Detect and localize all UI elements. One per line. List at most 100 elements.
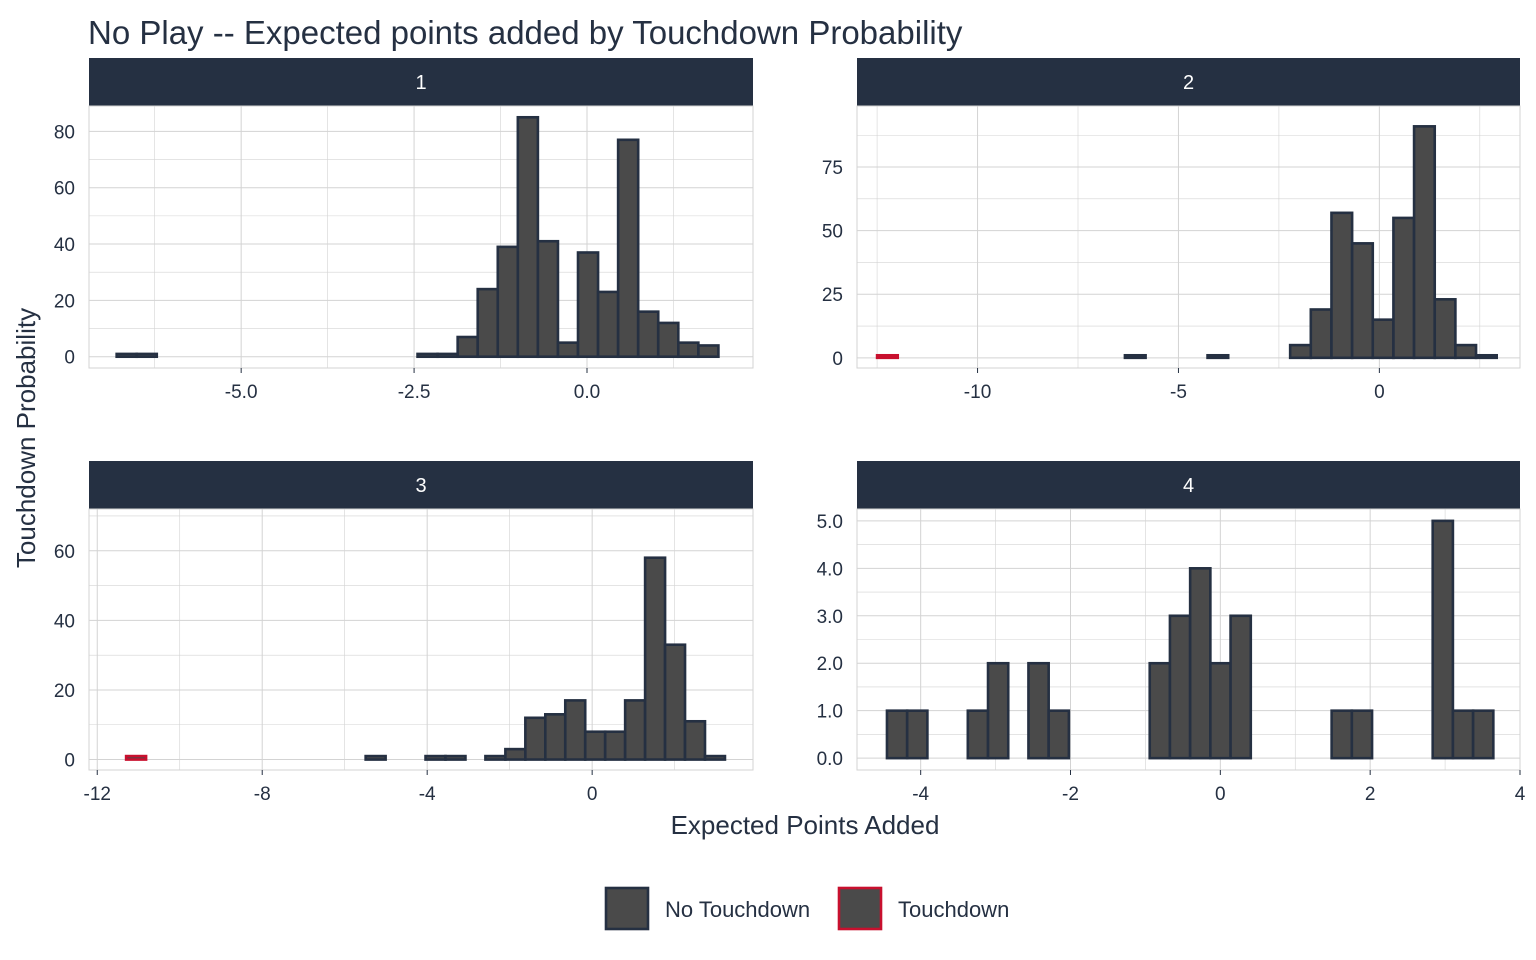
panel-border xyxy=(88,508,754,771)
panel-border xyxy=(88,105,754,369)
x-axis-title: Expected Points Added xyxy=(671,810,940,840)
y-tick-label: 60 xyxy=(54,179,75,200)
x-tick-label: -10 xyxy=(964,382,991,403)
x-tick-label: -8 xyxy=(254,784,271,805)
histogram-bar-no_touchdown xyxy=(643,556,667,761)
histogram-bar-no_touchdown xyxy=(1431,519,1455,760)
facet-strip xyxy=(89,58,753,106)
y-tick-label: 50 xyxy=(822,222,843,243)
histogram-bar-no_touchdown xyxy=(583,730,607,761)
legend: No Touchdown Touchdown xyxy=(604,886,1009,931)
facet-panel-2: 2 -10 -5 0 0 25 50 75 xyxy=(822,58,1521,403)
histogram-bar-no_touchdown xyxy=(1433,298,1457,360)
histogram-bar-no_touchdown xyxy=(1047,709,1071,760)
histogram-bar-no_touchdown xyxy=(1471,709,1495,760)
y-tick-label: 40 xyxy=(54,235,75,256)
x-tick-label: 2 xyxy=(1365,784,1376,805)
x-tick-label: -12 xyxy=(84,784,111,805)
histogram-bar-no_touchdown xyxy=(1474,353,1498,360)
histogram-bar-no_touchdown xyxy=(1288,343,1313,360)
y-tick-label: 60 xyxy=(54,542,75,563)
histogram-bar-no_touchdown xyxy=(1027,661,1050,760)
histogram-bar-no_touchdown xyxy=(524,716,547,761)
histogram-bar-no_touchdown xyxy=(1392,216,1416,360)
facet-strip xyxy=(857,58,1520,106)
facet-strip-label: 3 xyxy=(415,475,426,497)
histogram-bar-no_touchdown xyxy=(1454,343,1478,360)
panel-border xyxy=(856,508,1521,771)
histogram-bar-no_touchdown xyxy=(1350,709,1374,760)
facet-strip xyxy=(89,461,753,509)
x-tick-label: -2.5 xyxy=(398,382,431,403)
histogram-bar-no_touchdown xyxy=(135,352,159,359)
y-tick-label: 25 xyxy=(822,285,843,306)
x-tick-label: 0.0 xyxy=(574,382,600,403)
y-tick-label: 5.0 xyxy=(817,512,843,533)
histogram-bar-no_touchdown xyxy=(1123,353,1147,360)
histogram-bar-no_touchdown xyxy=(697,344,720,359)
facet-strip xyxy=(857,461,1520,509)
histogram-bar-no_touchdown xyxy=(663,643,687,761)
y-tick-label: 20 xyxy=(54,291,75,312)
y-tick-label: 20 xyxy=(54,681,75,702)
y-tick-label: 0 xyxy=(64,348,75,369)
histogram-bar-no_touchdown xyxy=(1206,353,1230,360)
histogram-bar-no_touchdown xyxy=(544,713,567,761)
x-tick-label: -4 xyxy=(419,784,436,805)
histogram-bar-no_touchdown xyxy=(416,352,439,359)
histogram-bar-no_touchdown xyxy=(1451,709,1475,760)
histogram-bar-no_touchdown xyxy=(1412,125,1437,360)
histogram-bar-no_touchdown xyxy=(456,335,480,359)
y-tick-label: 40 xyxy=(54,611,75,632)
y-tick-label: 2.0 xyxy=(817,654,843,675)
legend-key-swatch xyxy=(604,886,650,931)
y-tick-label: 75 xyxy=(822,158,843,179)
histogram-bar-no_touchdown xyxy=(504,747,527,761)
x-tick-label: -4 xyxy=(912,784,929,805)
histogram-bar-no_touchdown xyxy=(536,239,560,359)
x-tick-label: 0 xyxy=(1374,382,1385,403)
y-axis-title: Touchdown Probability xyxy=(11,308,41,568)
x-tick-label: 4 xyxy=(1515,784,1526,805)
y-tick-label: 3.0 xyxy=(817,607,843,628)
histogram-bar-no_touchdown xyxy=(636,310,660,359)
histogram-bar-no_touchdown xyxy=(1148,661,1172,760)
legend-label: Touchdown xyxy=(898,897,1009,922)
legend-label: No Touchdown xyxy=(665,897,810,922)
legend-item-touchdown: Touchdown xyxy=(837,886,1009,931)
y-tick-label: 4.0 xyxy=(817,559,843,580)
histogram-bars xyxy=(124,556,727,761)
y-tick-label: 0 xyxy=(832,349,843,370)
y-tick-label: 0.0 xyxy=(817,749,843,770)
x-tick-label: -2 xyxy=(1062,784,1079,805)
facet-strip-label: 4 xyxy=(1183,475,1194,497)
histogram-bar-no_touchdown xyxy=(516,115,540,359)
histogram-bar-no_touchdown xyxy=(966,709,990,760)
histogram-bar-no_touchdown xyxy=(616,138,640,359)
histogram-bar-no_touchdown xyxy=(576,251,600,359)
histogram-bar-no_touchdown xyxy=(563,699,587,761)
y-tick-label: 80 xyxy=(54,122,75,143)
facet-panel-4: 4 -4 -2 0 2 4 0.0 1.0 2.0 3.0 4.0 5.0 xyxy=(817,461,1526,805)
x-tick-label: -5.0 xyxy=(225,382,258,403)
histogram-bar-no_touchdown xyxy=(1330,709,1354,760)
histogram-bar-no_touchdown xyxy=(476,287,500,359)
panel-border xyxy=(856,105,1521,369)
legend-item-no_touchdown: No Touchdown xyxy=(604,886,810,931)
facet-strip-label: 1 xyxy=(415,72,426,94)
histogram-bar-no_touchdown xyxy=(1350,242,1375,360)
histogram-bar-no_touchdown xyxy=(556,341,580,359)
histogram-bar-no_touchdown xyxy=(1371,318,1395,360)
histogram-bar-no_touchdown xyxy=(885,709,909,760)
histogram-bar-no_touchdown xyxy=(1309,308,1333,360)
histogram-bar-touchdown xyxy=(875,353,900,360)
histogram-bar-no_touchdown xyxy=(496,245,520,359)
histogram-bar-no_touchdown xyxy=(986,661,1010,760)
histogram-bar-no_touchdown xyxy=(364,754,387,761)
facet-panel-3: 3 -12 -8 -4 0 0 20 40 60 xyxy=(54,461,754,805)
gridlines xyxy=(89,509,753,770)
histogram-bar-no_touchdown xyxy=(424,754,447,761)
histogram-bar-no_touchdown xyxy=(596,290,620,359)
